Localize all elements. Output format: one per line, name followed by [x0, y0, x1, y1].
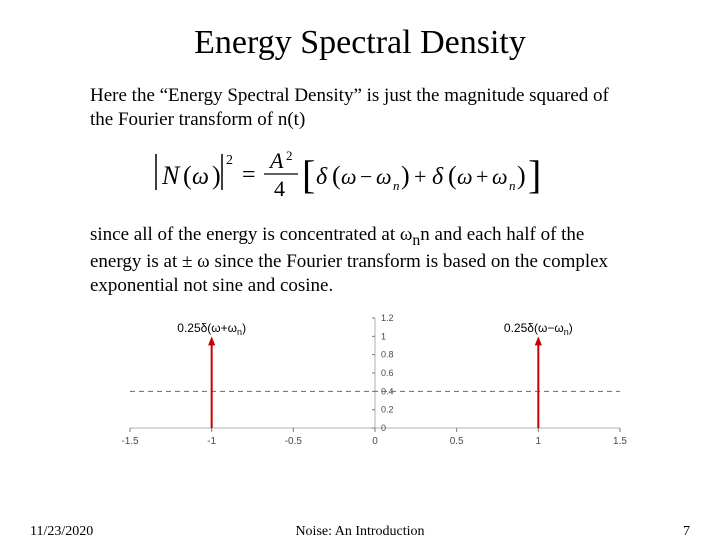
eq-sq1: 2 [226, 153, 233, 168]
svg-text:[: [ [302, 152, 315, 197]
svg-text:ω: ω [492, 164, 508, 189]
svg-text:=: = [242, 162, 256, 188]
intro-paragraph: Here the “Energy Spectral Density” is ju… [90, 84, 630, 132]
eq-delta1: δ [316, 164, 328, 190]
svg-text:(: ( [183, 161, 192, 190]
svg-text:(: ( [332, 161, 341, 190]
svg-text:−: − [360, 164, 372, 189]
svg-text:0.2: 0.2 [381, 404, 394, 414]
footer-page: 7 [683, 524, 690, 540]
svg-text:1.5: 1.5 [613, 436, 627, 447]
svg-text:): ) [212, 161, 221, 190]
svg-text:0.5: 0.5 [450, 436, 464, 447]
svg-text:-1.5: -1.5 [121, 436, 139, 447]
svg-text:n: n [393, 178, 400, 193]
eq-4: 4 [274, 176, 285, 201]
explanation-paragraph: since all of the energy is concentrated … [90, 223, 630, 298]
eq-omega1: ω [192, 164, 209, 190]
svg-text:]: ] [528, 152, 541, 197]
svg-text:1: 1 [381, 331, 386, 341]
eq-delta2: δ [432, 164, 444, 190]
svg-text:n: n [509, 178, 516, 193]
footer-title: Noise: An Introduction [0, 524, 720, 540]
svg-text:+: + [414, 164, 426, 189]
svg-text:): ) [401, 161, 410, 190]
equation: N ( ω ) 2 = A 2 4 [ δ ( ω − ω [60, 144, 660, 209]
svg-text:ω: ω [341, 164, 357, 189]
eq-N: N [161, 161, 181, 190]
svg-text:1.2: 1.2 [381, 313, 394, 323]
svg-text:ω: ω [457, 164, 473, 189]
eq-A: A [268, 148, 284, 173]
slide-title: Energy Spectral Density [60, 24, 660, 62]
svg-text:+: + [476, 164, 488, 189]
eq-Asq: 2 [286, 148, 293, 163]
svg-text:0.25δ(ω−ωn): 0.25δ(ω−ωn) [504, 321, 573, 337]
svg-text:0.6: 0.6 [381, 368, 394, 378]
svg-text:0: 0 [372, 436, 378, 447]
svg-text:(: ( [448, 161, 457, 190]
spectral-chart: 0 0.2 0.4 0.6 0.8 1 1.2 -1.5 -1 -0.5 0 0.5 1 1.5 0.25δ… [80, 310, 640, 450]
svg-text:): ) [517, 161, 526, 190]
svg-text:0.8: 0.8 [381, 349, 394, 359]
svg-text:0.4: 0.4 [381, 386, 394, 396]
svg-text:0.25δ(ω+ωn): 0.25δ(ω+ωn) [177, 321, 246, 337]
svg-text:-1: -1 [207, 436, 216, 447]
svg-text:ω: ω [376, 164, 392, 189]
svg-text:-0.5: -0.5 [285, 436, 303, 447]
svg-text:0: 0 [381, 423, 386, 433]
svg-text:1: 1 [536, 436, 542, 447]
